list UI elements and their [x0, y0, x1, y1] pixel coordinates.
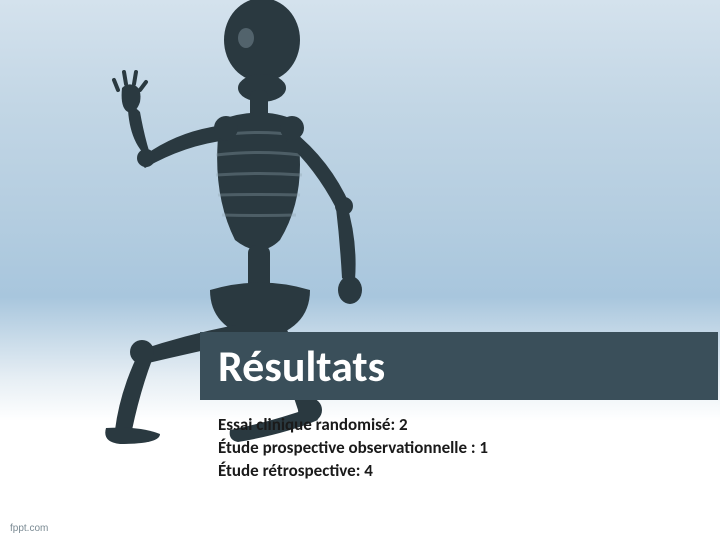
result-line-3: Étude rétrospective: 4 [218, 460, 488, 483]
result-line-1: Essai clinique randomisé: 2 [218, 414, 488, 437]
body-text: Essai clinique randomisé: 2 Étude prospe… [218, 414, 488, 483]
slide-title: Résultats [218, 339, 385, 393]
slide: Résultats Essai clinique randomisé: 2 Ét… [0, 0, 720, 540]
title-band: Résultats [200, 332, 718, 400]
result-line-2: Étude prospective observationnelle : 1 [218, 437, 488, 460]
footer-credit: fppt.com [10, 523, 48, 534]
